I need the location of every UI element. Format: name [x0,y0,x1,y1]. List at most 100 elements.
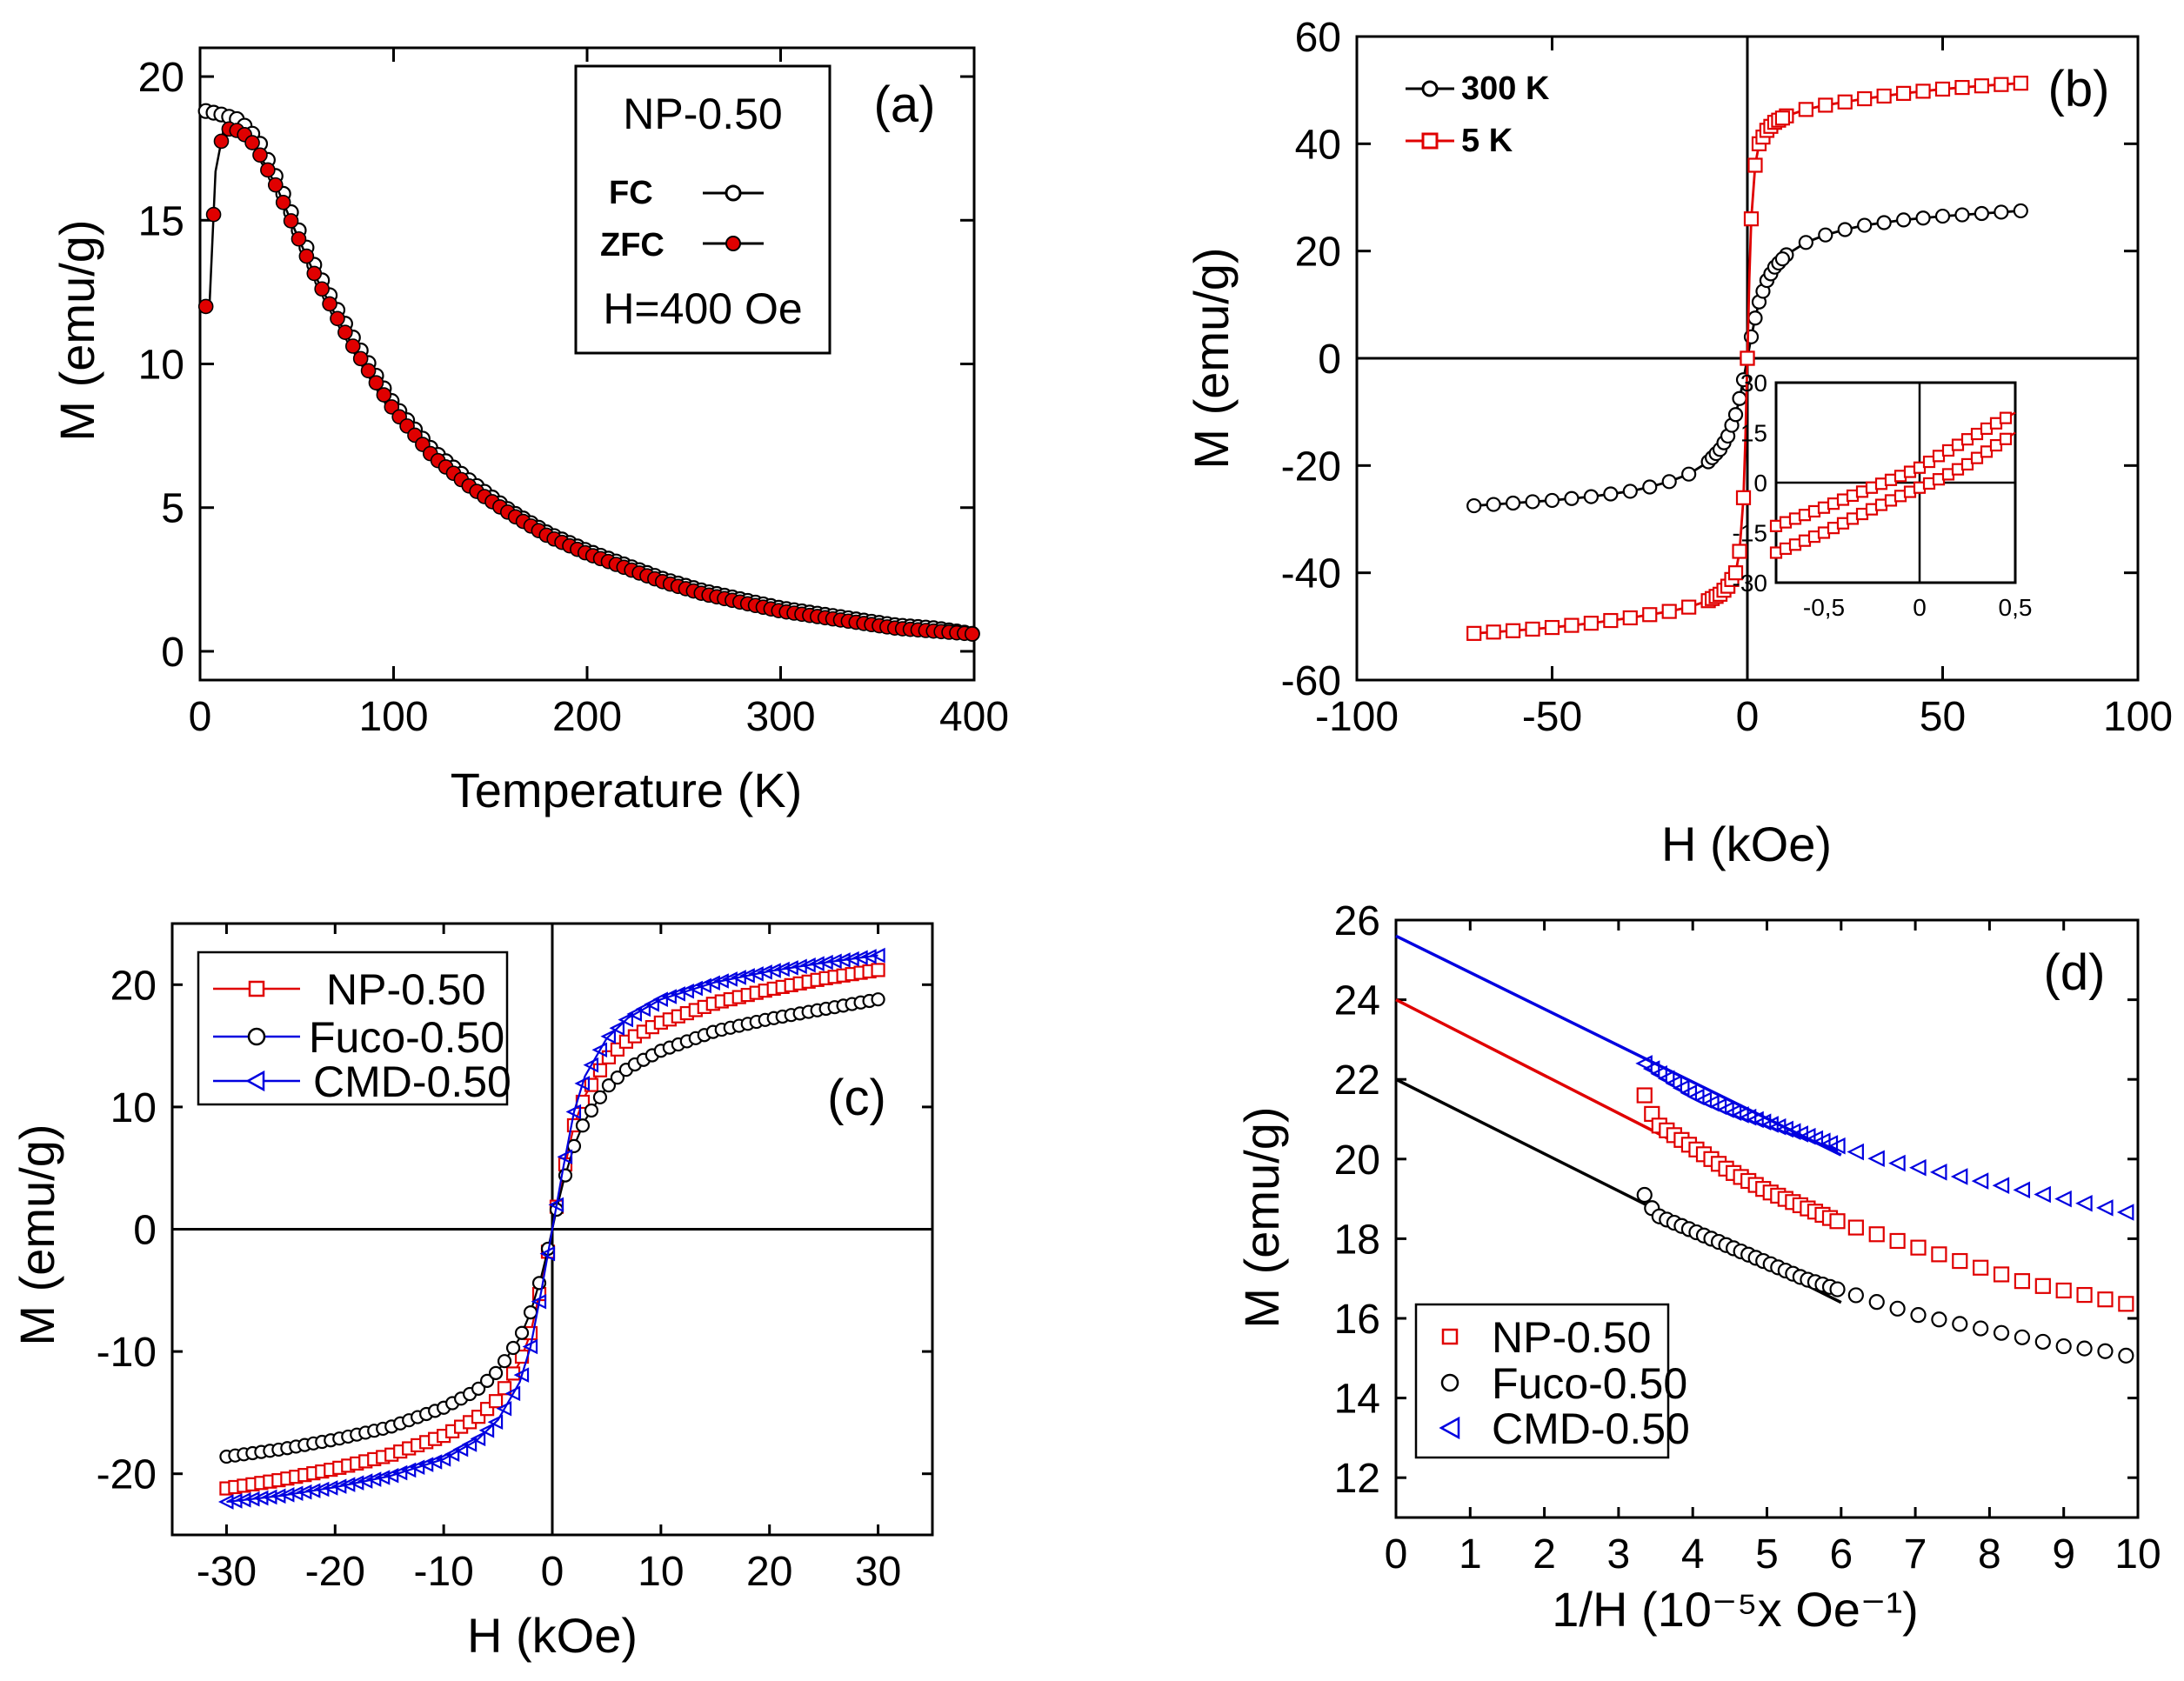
panel-c-fuco-point [523,1305,538,1320]
panel-a-zfc-point [964,626,980,642]
panel-a-zfc-point [283,213,299,229]
panel-a-y-tick-label: 0 [161,630,184,676]
panel-c-legend-fuco-marker [247,1027,266,1046]
panel-d-y-tick-label: 26 [1334,898,1380,944]
panel-d-x-tick-label: 3 [1607,1531,1631,1578]
panel-d-cmd-point [2116,1204,2134,1221]
panel-c-y-tick-label: 10 [110,1085,157,1131]
panel-c-cmd-point [478,1423,495,1438]
panel-b-300k-point [1934,208,1951,224]
panel-b-5k-point [1732,544,1747,559]
panel-b-series [1357,37,2138,680]
panel-b-300k-point [1681,466,1697,482]
panel-b-x-tick-label: 50 [1920,694,1966,740]
panel-c-fuco-point [471,1381,486,1396]
panel-c-np-point [497,1381,512,1396]
panel-d-x-tick-label: 5 [1755,1531,1779,1578]
panel-d-cmd-point [1992,1177,2010,1194]
panel-d-cmd-point [2075,1194,2093,1212]
panel-b-5k-point [1525,621,1540,637]
panel-a-fc-zfc-chart: 0 100 200 300 400 0 5 10 15 20 Temperature (K) M … [50,46,1009,817]
panel-a-zfc-point [306,265,323,282]
panel-a-zfc-point [291,230,307,247]
panel-b-5k-point [1681,599,1697,615]
panel-c-fuco-point [479,1373,495,1388]
panel-b-x-axis-label: H (kOe) [1661,817,1832,871]
panel-c-x-tick-label: 30 [855,1549,901,1595]
panel-b-hysteresis-chart: -100 -50 0 50 100 -60 -40 -20 0 20 40 60 H (kOe) M … [1184,15,2173,871]
panel-d-x-tick-label: 2 [1533,1531,1556,1578]
panel-b-5k-point [1837,94,1853,110]
panel-a-zfc-point [267,177,284,193]
panel-c-x-axis-label: H (kOe) [467,1608,638,1663]
panel-d-np-point [1829,1213,1846,1230]
panel-d-np-point [1952,1252,1968,1270]
panel-d-cmd-point [1971,1172,1989,1190]
panel-c-x-tick-label: -20 [305,1549,365,1595]
panel-a-zfc-point [275,194,291,210]
panel-b-y-tick-label: -20 [1281,444,1341,490]
panel-d-cmd-point [1867,1150,1885,1168]
panel-c-fuco-point [601,1078,617,1093]
panel-d-cmd-point [1650,1065,1667,1083]
panel-b-300k-point [1525,494,1540,510]
panel-c-cmd-point [539,1245,556,1262]
panel-b-300k-point [1466,497,1482,514]
panel-d-cmd-point [1929,1164,1947,1181]
panel-b-5k-point [1743,211,1760,227]
panel-a-legend-box [574,64,832,355]
panel-a-zfc-point [260,162,276,178]
panel-d-y-tick-label: 24 [1334,978,1380,1024]
panel-a-y-axis-label: M (emu/g) [50,219,104,441]
panel-d-np-point [1910,1239,1927,1256]
panel-b-5k-point [1727,565,1744,581]
panel-d-fuco-point [1829,1281,1846,1297]
panel-c-legend: NP-0.50 Fuco-0.50 CMD-0.50 [197,951,511,1106]
panel-b-inset-y-tick-label: -30 [1733,570,1767,597]
panel-c-cmd-point [470,1431,486,1447]
panel-d-np-point [2097,1291,2114,1308]
panel-c-cmd-point [600,1028,617,1044]
panel-b-5k-point [1486,624,1501,640]
panel-d-cmd-point [1672,1079,1690,1097]
panel-b-300k-point [1544,492,1560,509]
panel-c-fuco-point [497,1354,512,1369]
panel-d-legend-cmd-label: CMD-0.50 [1492,1404,1690,1453]
panel-b-inset-y-tick-label: 15 [1740,420,1767,447]
panel-b-inset-point [1970,451,1984,464]
panel-b-5k-point [1622,610,1638,626]
panel-b-inset-point [1999,411,2013,424]
panel-d-fuco-point [1952,1316,1968,1332]
panel-b-300k-point [1818,227,1833,243]
panel-d-fuco-point [1868,1294,1885,1311]
panel-a-zfc-point [213,133,230,150]
panel-a-zfc-point [298,248,315,264]
panel-a-legend-title: NP-0.50 [623,90,782,138]
panel-b-300k-point [1564,490,1580,506]
panel-d-y-axis-label: M (emu/g) [1234,1106,1289,1328]
panel-c-cmd-point [548,1197,564,1213]
panel-b-5k-point [1994,77,2009,92]
panel-d-y-tick-label: 20 [1334,1137,1380,1184]
panel-d-cmd-point [1828,1137,1846,1155]
panel-b-300k-point [1857,217,1873,233]
panel-b-5k-point [1505,623,1521,638]
panel-b-ticks: -100 -50 0 50 100 -60 -40 -20 0 20 40 60 [1281,15,2173,740]
panel-b-5k-point [1915,83,1931,99]
panel-b-300k-point [1505,495,1521,511]
panel-a-y-tick-label: 10 [138,343,184,389]
panel-b-x-tick-label: -50 [1522,694,1582,740]
panel-d-legend-np-marker [1441,1328,1459,1345]
panel-b-legend-300k-marker [1421,80,1439,97]
panel-b-inset-y-tick-label: 30 [1740,370,1767,397]
panel-b-inset-loop [1769,383,2016,583]
panel-d-fuco-point [2097,1343,2114,1359]
panel-b-5k-point [1661,604,1677,619]
panel-a-x-tick-label: 300 [745,694,815,740]
panel-b-300k-point [1642,479,1658,495]
panel-c-legend-np-label: NP-0.50 [326,965,485,1014]
panel-c-cmd-point [565,1104,582,1120]
panel-d-y-tick-label: 14 [1334,1377,1380,1423]
panel-b-5k-point [1564,617,1580,633]
